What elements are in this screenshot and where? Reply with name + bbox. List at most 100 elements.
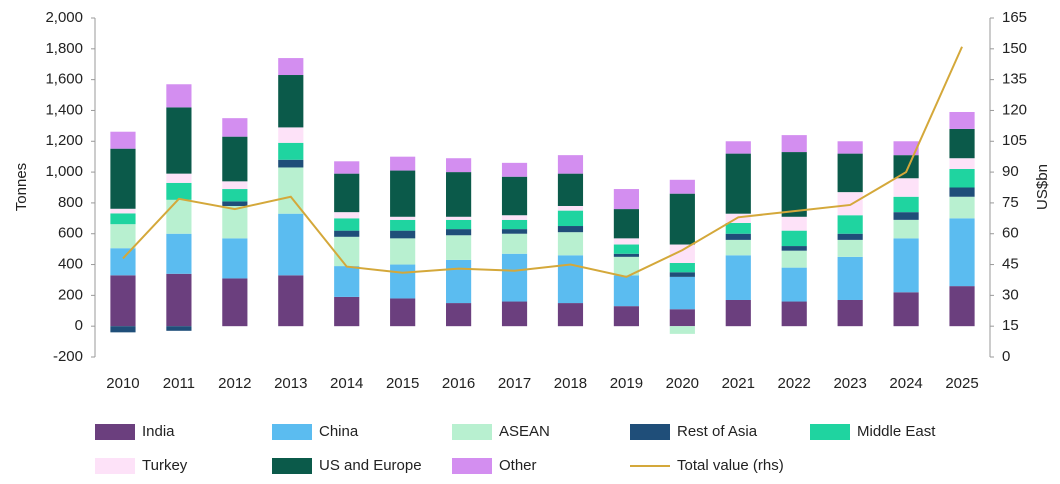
bar-segment (725, 299, 751, 327)
y2-tick-label: 90 (1002, 163, 1019, 180)
bar-segment (222, 118, 248, 137)
legend-swatch (272, 458, 312, 474)
bar-segment (446, 235, 472, 260)
bar-segment (669, 244, 695, 264)
bar-segment (390, 264, 416, 299)
bar-segment (613, 209, 639, 239)
bar-segment (278, 142, 304, 160)
x-tick-label: 2011 (163, 375, 195, 392)
y-tick-label: 1,200 (45, 132, 83, 149)
bar-segment (837, 233, 863, 240)
bar-segment (390, 170, 416, 217)
bar-segment (390, 219, 416, 231)
bar-segment (781, 267, 807, 302)
legend-swatch (630, 424, 670, 440)
bar-segment (725, 255, 751, 300)
bar-segment (110, 213, 136, 225)
bar-segment (222, 181, 248, 190)
bar-segment (949, 158, 975, 170)
bar-segment (278, 275, 304, 327)
bar-segment (446, 259, 472, 304)
y-tick-label: 400 (58, 256, 83, 273)
bar-segment (781, 250, 807, 268)
legend-label: US and Europe (319, 457, 422, 474)
y2-tick-label: 45 (1002, 256, 1019, 273)
bar-segment (669, 263, 695, 273)
y2-tick-label: 0 (1002, 348, 1010, 365)
bar-segment (110, 148, 136, 209)
bar-segment (837, 153, 863, 193)
bar-segment (222, 201, 248, 206)
x-tick-label: 2010 (106, 375, 139, 392)
y-tick-label: 1,400 (45, 101, 83, 118)
bar-segment (837, 299, 863, 327)
x-tick-label: 2017 (498, 375, 531, 392)
bar-segment (446, 216, 472, 220)
bar-segment (278, 127, 304, 143)
x-tick-label: 2022 (778, 375, 811, 392)
bar-segment (669, 276, 695, 310)
y2-axis-title: US$bn (1034, 164, 1051, 210)
bar-segment (222, 205, 248, 239)
bar-segment (334, 296, 360, 327)
bar-segment (613, 238, 639, 245)
bar-segment (781, 246, 807, 251)
bar-segment (781, 135, 807, 153)
bar-segment (278, 58, 304, 76)
x-tick-label: 2015 (386, 375, 419, 392)
bar-segment (501, 176, 528, 216)
bar-segment (893, 141, 919, 156)
bar-segment (166, 273, 192, 327)
bar-segment (557, 303, 584, 327)
bar-segment (501, 215, 528, 220)
bar-segment (166, 107, 192, 174)
bar-segment (893, 196, 919, 213)
y-tick-label: -200 (53, 348, 83, 365)
total-line (122, 46, 963, 278)
bar-segment (669, 326, 695, 334)
bar-segment (110, 326, 136, 333)
bar-segment (222, 278, 248, 327)
y2-tick-label: 15 (1002, 317, 1019, 334)
bar-segment (446, 229, 472, 236)
bar-segment (669, 193, 695, 245)
legend-label: China (319, 423, 359, 440)
bar-segment (390, 230, 416, 239)
x-tick-label: 2025 (945, 375, 978, 392)
legend-swatch (810, 424, 850, 440)
x-tick-label: 2016 (442, 375, 475, 392)
bar-segment (110, 208, 136, 214)
y2-tick-label: 150 (1002, 40, 1027, 57)
bar-segment (781, 230, 807, 247)
y2-tick-label: 135 (1002, 71, 1027, 88)
bar-segment (278, 213, 304, 276)
legend-swatch (452, 458, 492, 474)
y2-tick-label: 30 (1002, 286, 1019, 303)
bar-segment (725, 222, 751, 234)
bar-segment (334, 266, 360, 297)
bar-segment (390, 298, 416, 327)
bar-segment (390, 238, 416, 265)
bar-segment (110, 275, 136, 327)
bar-segment (166, 199, 192, 234)
legend-swatch (452, 424, 492, 440)
bar-segment (893, 238, 919, 293)
bar-segment (222, 136, 248, 182)
legend-label: ASEAN (499, 423, 550, 440)
y-tick-label: 1,600 (45, 71, 83, 88)
bar-segment (837, 239, 863, 257)
bar-segment (278, 159, 304, 168)
bar-segment (837, 256, 863, 300)
y-tick-label: 1,800 (45, 40, 83, 57)
bar-segment (334, 173, 360, 213)
bar-segment (613, 306, 639, 327)
bar-segment (166, 233, 192, 274)
bar-segment (166, 182, 192, 200)
y-tick-label: 2,000 (45, 9, 83, 26)
bar-segment (949, 187, 975, 197)
bar-segment (949, 218, 975, 287)
bar-segment (949, 169, 975, 188)
bar-segment (446, 303, 472, 327)
bar-segment (110, 224, 136, 249)
y2-tick-label: 60 (1002, 225, 1019, 242)
